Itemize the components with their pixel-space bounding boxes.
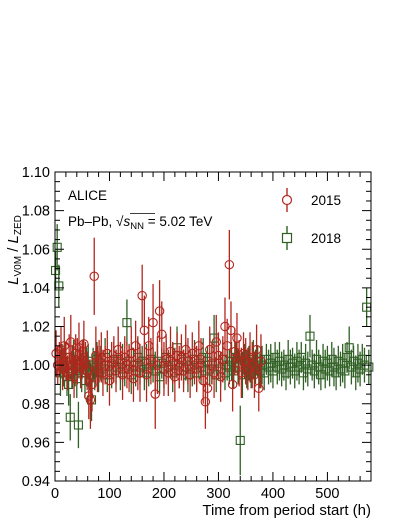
data-point-2018 [357, 354, 367, 364]
data-point-2015 [66, 337, 76, 347]
data-point-2018 [52, 242, 62, 252]
data-point-2015 [91, 350, 101, 361]
data-point-2018 [235, 435, 245, 445]
legend-2015-marker [281, 194, 293, 206]
data-point-2015 [254, 383, 264, 394]
x-tick-label: 100 [97, 486, 121, 502]
energy-value: = 5.02 TeV [144, 214, 212, 229]
x-tick-label: 0 [51, 486, 59, 502]
y-tick-label: 1.04 [22, 281, 50, 297]
legend-entry-2015: 2015 [281, 188, 341, 212]
x-tick-label: 500 [315, 486, 339, 502]
data-point-2018 [301, 358, 311, 368]
y-axis-title-main2: L [5, 235, 22, 243]
y-tick-label: 0.94 [22, 474, 50, 490]
y-tick-label: 1.02 [22, 320, 50, 336]
data-point-2015 [215, 371, 226, 382]
data-point-2018 [65, 412, 75, 422]
legend-2018-label: 2018 [311, 231, 341, 246]
data-point-2015 [137, 290, 147, 301]
data-point-2015 [69, 371, 79, 382]
y-axis-title: LV0M / LZED [5, 215, 24, 285]
data-point-2015 [194, 341, 204, 351]
x-tick-label: 300 [206, 486, 230, 502]
collision-system-label: Pb–Pb, √sNN = 5.02 TeV [68, 214, 212, 232]
y-axis-title-sub1: V0M [13, 256, 24, 277]
system-text: Pb–Pb, [68, 214, 116, 229]
x-tick-label: 200 [152, 486, 176, 502]
y-tick-label: 0.98 [22, 397, 50, 413]
data-point-2015 [200, 397, 211, 407]
data-point-2018 [122, 318, 132, 328]
data-point-2018 [305, 331, 315, 341]
data-point-2015 [89, 271, 99, 282]
y-tick-label: 0.96 [22, 435, 50, 451]
data-point-2015 [211, 337, 222, 347]
y-axis-title-sub2: ZED [13, 215, 24, 235]
y-axis-title-sep: / [5, 243, 22, 256]
data-point-2018 [364, 362, 374, 372]
data-point-2015 [232, 333, 242, 343]
plot-area [50, 224, 374, 476]
data-point-2015 [154, 306, 165, 316]
y-tick-label: 1.06 [22, 242, 50, 258]
x-axis-title: Time from period start (h) [202, 502, 371, 519]
axis-ticks: 0.94 0.96 0.98 1.00 1.02 1.04 1.06 1.08 1.10 0 100… [22, 165, 372, 502]
y-tick-label: 1.00 [22, 358, 50, 374]
data-point-2015 [256, 356, 266, 367]
sqrt-symbol: √ [116, 214, 124, 229]
data-point-2018 [50, 265, 61, 276]
data-point-2015 [85, 395, 96, 405]
y-tick-label: 1.08 [22, 204, 50, 220]
data-point-2015 [133, 358, 143, 368]
data-point-2015 [148, 317, 158, 328]
data-point-2018 [73, 420, 83, 430]
y-axis-title-main: L [5, 277, 22, 285]
energy-s: s [123, 214, 130, 229]
data-point-2018 [231, 352, 241, 362]
data-point-2015 [227, 379, 238, 390]
experiment-label: ALICE [68, 188, 107, 203]
data-point-2015 [135, 368, 145, 378]
legend: 2015 2018 [281, 188, 341, 250]
data-point-2015 [79, 339, 89, 349]
data-point-2015 [202, 383, 213, 394]
data-point-2015 [150, 389, 160, 399]
data-point-2015 [224, 259, 235, 270]
legend-2018-marker [281, 232, 293, 244]
x-tick-label: 400 [261, 486, 285, 502]
legend-entry-2018: 2018 [281, 226, 341, 250]
y-tick-label: 1.10 [22, 165, 50, 181]
data-point-2015 [82, 366, 92, 376]
legend-2015-label: 2015 [311, 193, 341, 208]
series-2015 [51, 229, 266, 429]
data-point-2015 [196, 354, 206, 365]
energy-nn: NN [130, 221, 144, 232]
